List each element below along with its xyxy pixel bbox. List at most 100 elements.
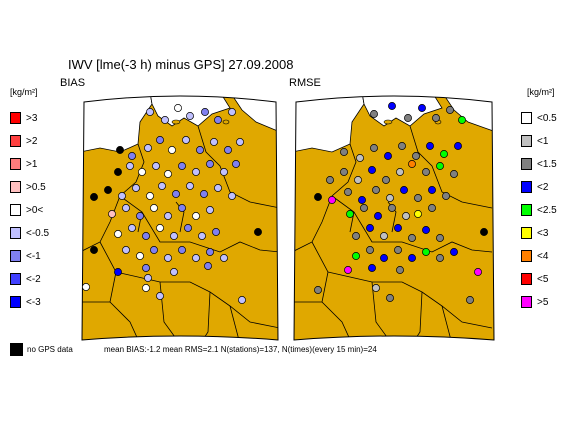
bias-legend-item: <-0.5	[10, 227, 70, 241]
bias-legend-label: >3	[26, 113, 38, 124]
rmse-station-marker	[368, 166, 376, 174]
bias-legend-swatch	[10, 273, 21, 285]
rmse-station-marker	[422, 248, 430, 256]
rmse-station-marker	[344, 188, 352, 196]
rmse-station-marker	[466, 296, 474, 304]
bias-legend-item: >1	[10, 158, 70, 172]
bias-station-marker	[114, 168, 122, 176]
bias-station-marker	[192, 168, 200, 176]
bias-station-marker	[128, 224, 136, 232]
rmse-station-marker	[352, 232, 360, 240]
bias-station-marker	[116, 146, 124, 154]
bias-station-marker	[136, 252, 144, 260]
bias-station-marker	[210, 138, 218, 146]
bias-station-marker	[224, 146, 232, 154]
rmse-legend-label: <5	[537, 274, 549, 285]
bias-station-marker	[156, 136, 164, 144]
rmse-station-marker	[408, 234, 416, 242]
bias-station-marker	[186, 112, 194, 120]
bias-station-marker	[104, 186, 112, 194]
bias-station-marker	[122, 246, 130, 254]
bias-legend-item: >2	[10, 135, 70, 149]
bias-station-marker	[161, 116, 169, 124]
rmse-legend-item: <2	[521, 181, 576, 195]
rmse-legend-label: <1.5	[537, 159, 557, 170]
summary-statistics: mean BIAS:-1.2 mean RMS=2.1 N(stations)=…	[104, 345, 377, 354]
rmse-legend-item: >5	[521, 296, 576, 310]
island	[383, 119, 393, 125]
bias-station-marker	[158, 182, 166, 190]
rmse-station-marker	[346, 210, 354, 218]
bias-legend-label: <-3	[26, 297, 41, 308]
rmse-station-marker	[388, 204, 396, 212]
rmse-station-marker	[380, 254, 388, 262]
bias-station-marker	[220, 168, 228, 176]
rmse-legend: <0.5 <1 <1.5 <2 <2.5 <3 <4 <5 >5	[521, 112, 576, 322]
bias-station-marker	[178, 162, 186, 170]
bias-legend-swatch	[10, 158, 21, 170]
bias-legend: >3 >2 >1 >0.5 >0< <-0.5 <-1 <-2 <-3	[10, 112, 70, 322]
bias-station-marker	[206, 160, 214, 168]
rmse-station-marker	[414, 194, 422, 202]
figure-title: IWV [lme(-3 h) minus GPS] 27.09.2008	[68, 57, 294, 72]
rmse-station-marker	[368, 264, 376, 272]
bias-station-marker	[164, 254, 172, 262]
bias-station-marker	[192, 212, 200, 220]
rmse-station-marker	[404, 114, 412, 122]
country-border	[199, 291, 211, 340]
rmse-legend-swatch	[521, 227, 532, 239]
bias-station-marker	[198, 232, 206, 240]
bias-station-marker	[178, 204, 186, 212]
bias-station-marker	[206, 206, 214, 214]
rmse-map	[293, 95, 495, 341]
baltic-sea	[149, 96, 231, 127]
rmse-station-marker	[386, 194, 394, 202]
bias-station-marker	[142, 284, 150, 292]
rmse-legend-swatch	[521, 112, 532, 124]
rmse-station-marker	[450, 170, 458, 178]
rmse-station-marker	[366, 224, 374, 232]
bias-station-marker	[200, 190, 208, 198]
rmse-legend-item: <1.5	[521, 158, 576, 172]
bias-station-marker	[90, 246, 98, 254]
bias-legend-item: <-3	[10, 296, 70, 310]
bias-legend-swatch	[10, 227, 21, 239]
bias-station-marker	[146, 108, 154, 116]
rmse-station-marker	[442, 192, 450, 200]
bias-station-marker	[178, 246, 186, 254]
bias-station-marker	[170, 268, 178, 276]
country-border	[409, 125, 493, 209]
bias-station-marker	[192, 254, 200, 262]
bias-station-marker	[126, 162, 134, 170]
bias-station-marker	[182, 136, 190, 144]
rmse-station-marker	[314, 193, 322, 201]
rmse-station-marker	[426, 142, 434, 150]
bias-station-marker	[122, 204, 130, 212]
rmse-legend-swatch	[521, 181, 532, 193]
rmse-station-marker	[458, 116, 466, 124]
rmse-station-marker	[394, 224, 402, 232]
bias-station-marker	[118, 192, 126, 200]
rmse-legend-label: <3	[537, 228, 549, 239]
bias-legend-item: >3	[10, 112, 70, 126]
bias-station-marker	[164, 170, 172, 178]
rmse-legend-swatch	[521, 273, 532, 285]
bias-station-marker	[164, 212, 172, 220]
country-border	[119, 195, 278, 253]
bias-station-marker	[238, 296, 246, 304]
map-frame	[81, 95, 279, 341]
bias-station-marker	[214, 116, 222, 124]
bias-station-marker	[212, 228, 220, 236]
bias-station-marker	[138, 168, 146, 176]
bias-station-marker	[172, 190, 180, 198]
rmse-station-marker	[356, 154, 364, 162]
country-border	[331, 195, 493, 253]
bias-legend-label: >0<	[26, 205, 44, 216]
bias-station-marker	[90, 193, 98, 201]
rmse-station-marker	[370, 110, 378, 118]
rmse-station-marker	[400, 186, 408, 194]
rmse-station-marker	[354, 176, 362, 184]
rmse-unit-label: [kg/m²]	[527, 87, 555, 97]
rmse-station-marker	[436, 254, 444, 262]
rmse-station-marker	[432, 114, 440, 122]
